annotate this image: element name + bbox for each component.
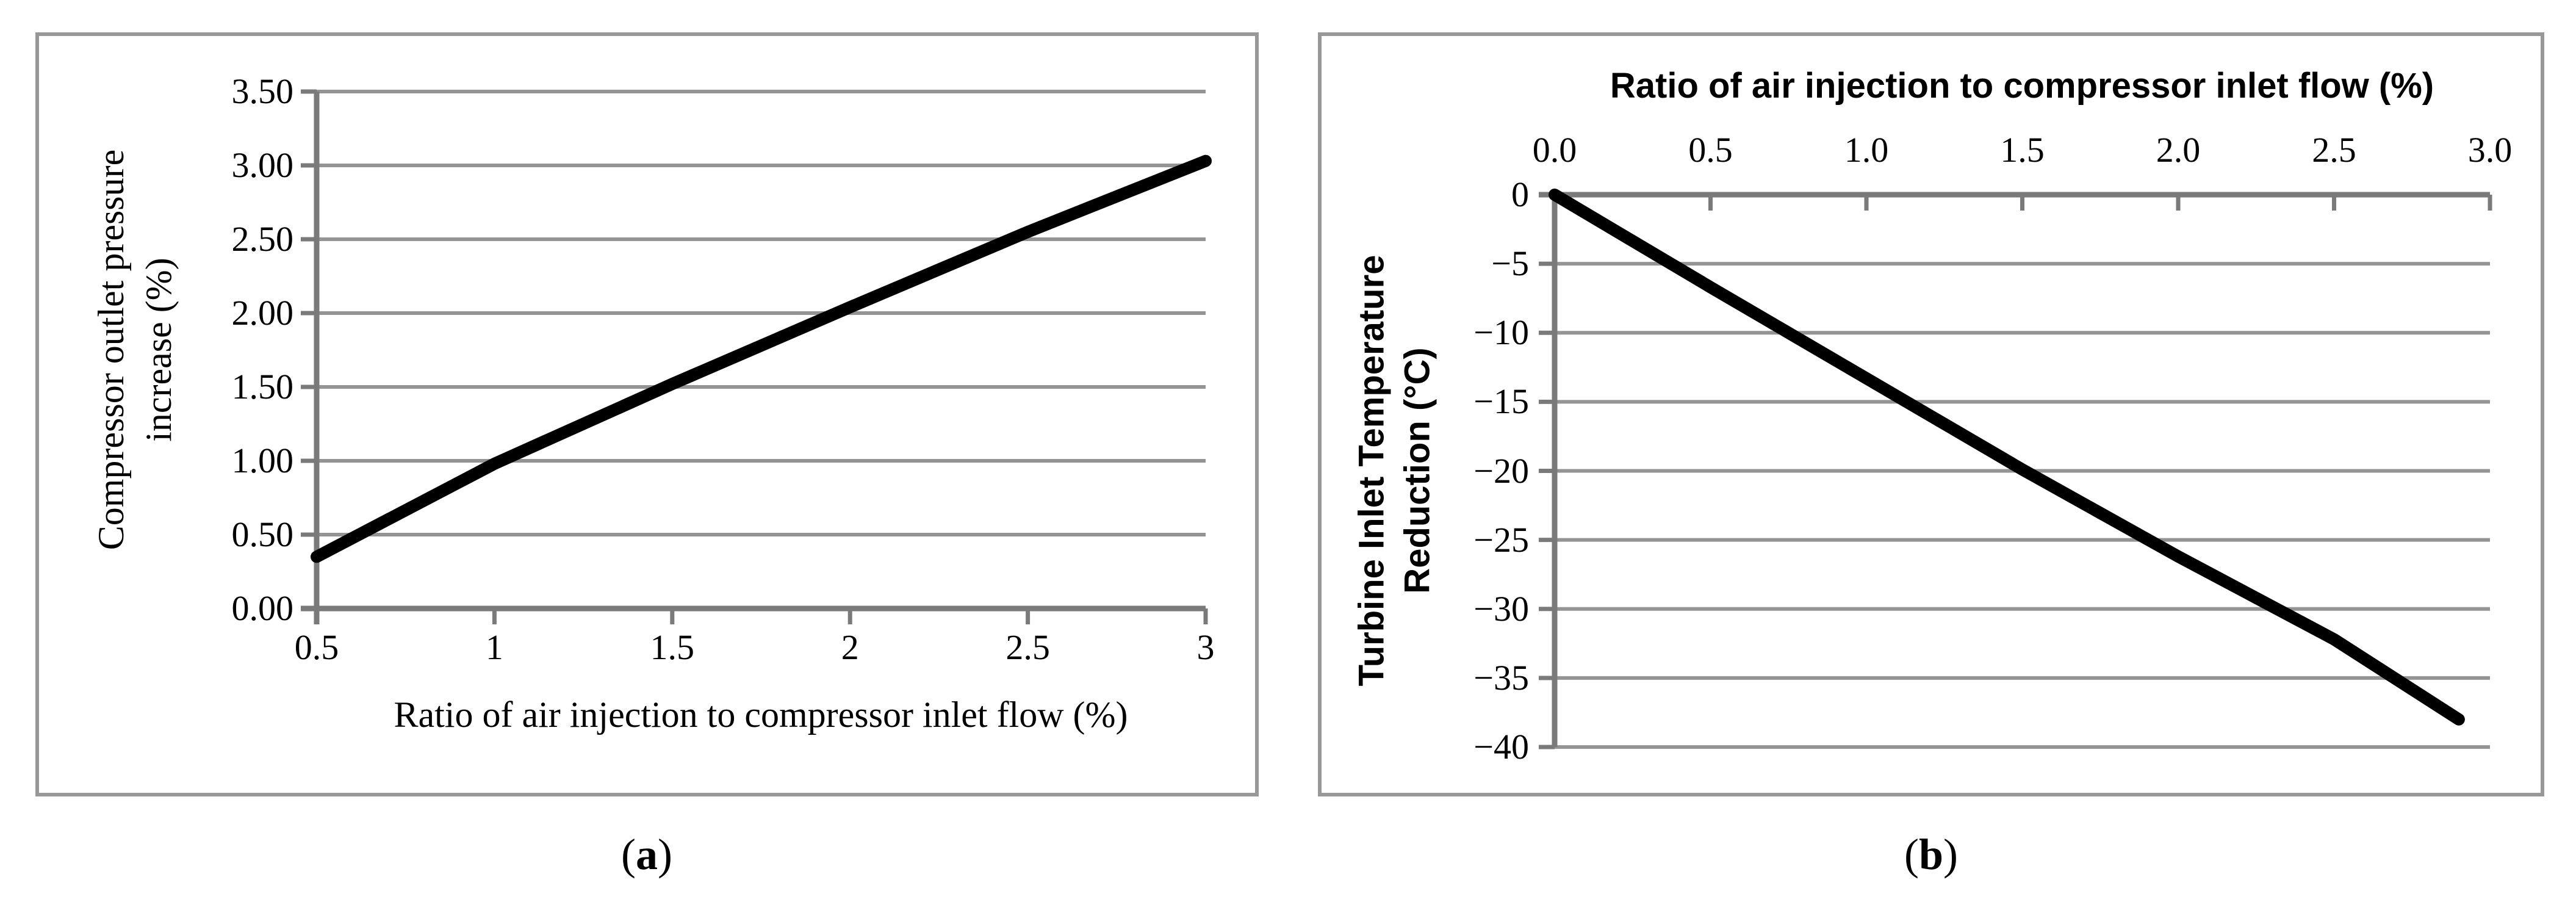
panel-a-compressor-pressure-chart: Compressor outlet pressure increase (%) …: [35, 32, 1259, 796]
caption-b: (b): [1748, 823, 2114, 886]
x-tick-label: 2: [841, 627, 859, 667]
x-tick-label: 0.0: [1532, 130, 1577, 170]
y-tick-label: 3.50: [231, 71, 294, 111]
x-tick-label: 1.5: [650, 627, 695, 667]
chart-b-canvas: [1539, 189, 2492, 749]
y-tick-label: 3.00: [231, 145, 294, 185]
caption-b-open-paren: (: [1904, 830, 1919, 879]
y-tick-label: 0.50: [231, 514, 294, 554]
chart-a-canvas: [301, 89, 1212, 624]
caption-b-close-paren: ): [1943, 830, 1958, 879]
x-tick-label: 2.5: [2312, 130, 2356, 170]
turbine-inlet-temperature-reduction-line: [1549, 189, 2465, 726]
y-tick-label: −15: [1473, 381, 1529, 422]
y-tick-label: −25: [1473, 519, 1529, 560]
y-tick-label: 2.50: [231, 219, 294, 259]
y-tick-label: −35: [1473, 657, 1529, 698]
chart-b-x-axis-title: Ratio of air injection to compressor inl…: [1610, 66, 2434, 106]
y-tick-label: 0.00: [231, 588, 294, 628]
y-tick-label: −40: [1473, 727, 1529, 767]
chart-a-y-axis-title-line2: increase (%): [139, 258, 179, 442]
x-tick-label: 1.5: [2000, 130, 2045, 170]
x-tick-label: 0.5: [1688, 130, 1733, 170]
caption-a-close-paren: ): [658, 830, 672, 879]
y-tick-label: 1.00: [231, 441, 294, 480]
x-tick-label: 2.5: [1006, 627, 1050, 667]
x-tick-label: 3.0: [2467, 130, 2513, 170]
compressor-outlet-pressure-increase-line: [311, 154, 1212, 563]
y-tick-label: −5: [1491, 244, 1529, 284]
x-tick-label: 1: [485, 627, 503, 667]
y-tick-label: −10: [1473, 312, 1529, 353]
x-tick-label: 1.0: [1844, 130, 1889, 170]
panel-b-turbine-temperature-chart: Ratio of air injection to compressor inl…: [1318, 32, 2544, 796]
y-tick-label: −30: [1473, 588, 1529, 629]
y-tick-label: −20: [1473, 450, 1529, 491]
chart-a-x-axis-title: Ratio of air injection to compressor inl…: [394, 695, 1128, 735]
y-tick-label: 1.50: [231, 367, 294, 406]
x-tick-label: 0.5: [294, 627, 339, 667]
caption-a-letter: a: [636, 830, 658, 879]
y-tick-label: 0: [1511, 175, 1529, 214]
caption-a: (a): [464, 823, 830, 886]
caption-a-open-paren: (: [621, 830, 636, 879]
y-tick-label: 2.00: [231, 293, 294, 333]
caption-b-letter: b: [1918, 830, 1944, 879]
chart-a-y-axis-title-line1: Compressor outlet pressure: [91, 149, 131, 551]
x-tick-label: 3: [1196, 627, 1215, 667]
chart-a-y-axis-title: Compressor outlet pressure increase (%): [87, 150, 182, 551]
x-tick-label: 2.0: [2156, 130, 2201, 170]
